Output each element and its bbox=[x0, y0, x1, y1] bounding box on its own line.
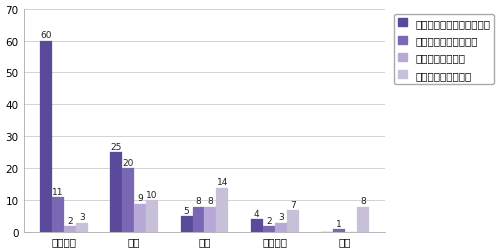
Text: 60: 60 bbox=[40, 31, 52, 40]
Bar bbox=[146, 201, 158, 232]
Bar bbox=[333, 229, 345, 232]
Text: 8: 8 bbox=[360, 197, 366, 206]
Text: 2: 2 bbox=[266, 216, 272, 225]
Bar bbox=[64, 226, 76, 232]
Text: 3: 3 bbox=[79, 213, 84, 222]
Text: 11: 11 bbox=[52, 187, 64, 196]
Text: 25: 25 bbox=[110, 143, 122, 151]
Bar bbox=[192, 207, 204, 232]
Text: 20: 20 bbox=[122, 159, 134, 167]
Text: 8: 8 bbox=[196, 197, 202, 206]
Bar bbox=[216, 188, 228, 232]
Text: 2: 2 bbox=[67, 216, 72, 225]
Bar bbox=[122, 169, 134, 232]
Bar bbox=[204, 207, 216, 232]
Text: 10: 10 bbox=[146, 190, 158, 199]
Bar bbox=[40, 41, 52, 232]
Bar bbox=[180, 216, 192, 232]
Text: 8: 8 bbox=[208, 197, 214, 206]
Bar bbox=[274, 223, 286, 232]
Text: 14: 14 bbox=[216, 178, 228, 186]
Bar bbox=[286, 210, 298, 232]
Legend: 尿潜血、タンパク共に陰性, タンパク尿のみ陰性化, 尿潜血のみ陰性化, いずれも陽性のまま: 尿潜血、タンパク共に陰性, タンパク尿のみ陰性化, 尿潜血のみ陰性化, いずれも… bbox=[394, 15, 494, 85]
Bar bbox=[263, 226, 274, 232]
Text: 5: 5 bbox=[184, 206, 190, 215]
Bar bbox=[110, 153, 122, 232]
Text: 7: 7 bbox=[290, 200, 296, 209]
Text: 1: 1 bbox=[336, 219, 342, 228]
Text: 3: 3 bbox=[278, 213, 283, 222]
Text: 9: 9 bbox=[138, 194, 143, 202]
Bar bbox=[251, 220, 263, 232]
Bar bbox=[134, 204, 146, 232]
Text: 4: 4 bbox=[254, 209, 260, 218]
Bar bbox=[52, 197, 64, 232]
Bar bbox=[76, 223, 88, 232]
Bar bbox=[357, 207, 369, 232]
